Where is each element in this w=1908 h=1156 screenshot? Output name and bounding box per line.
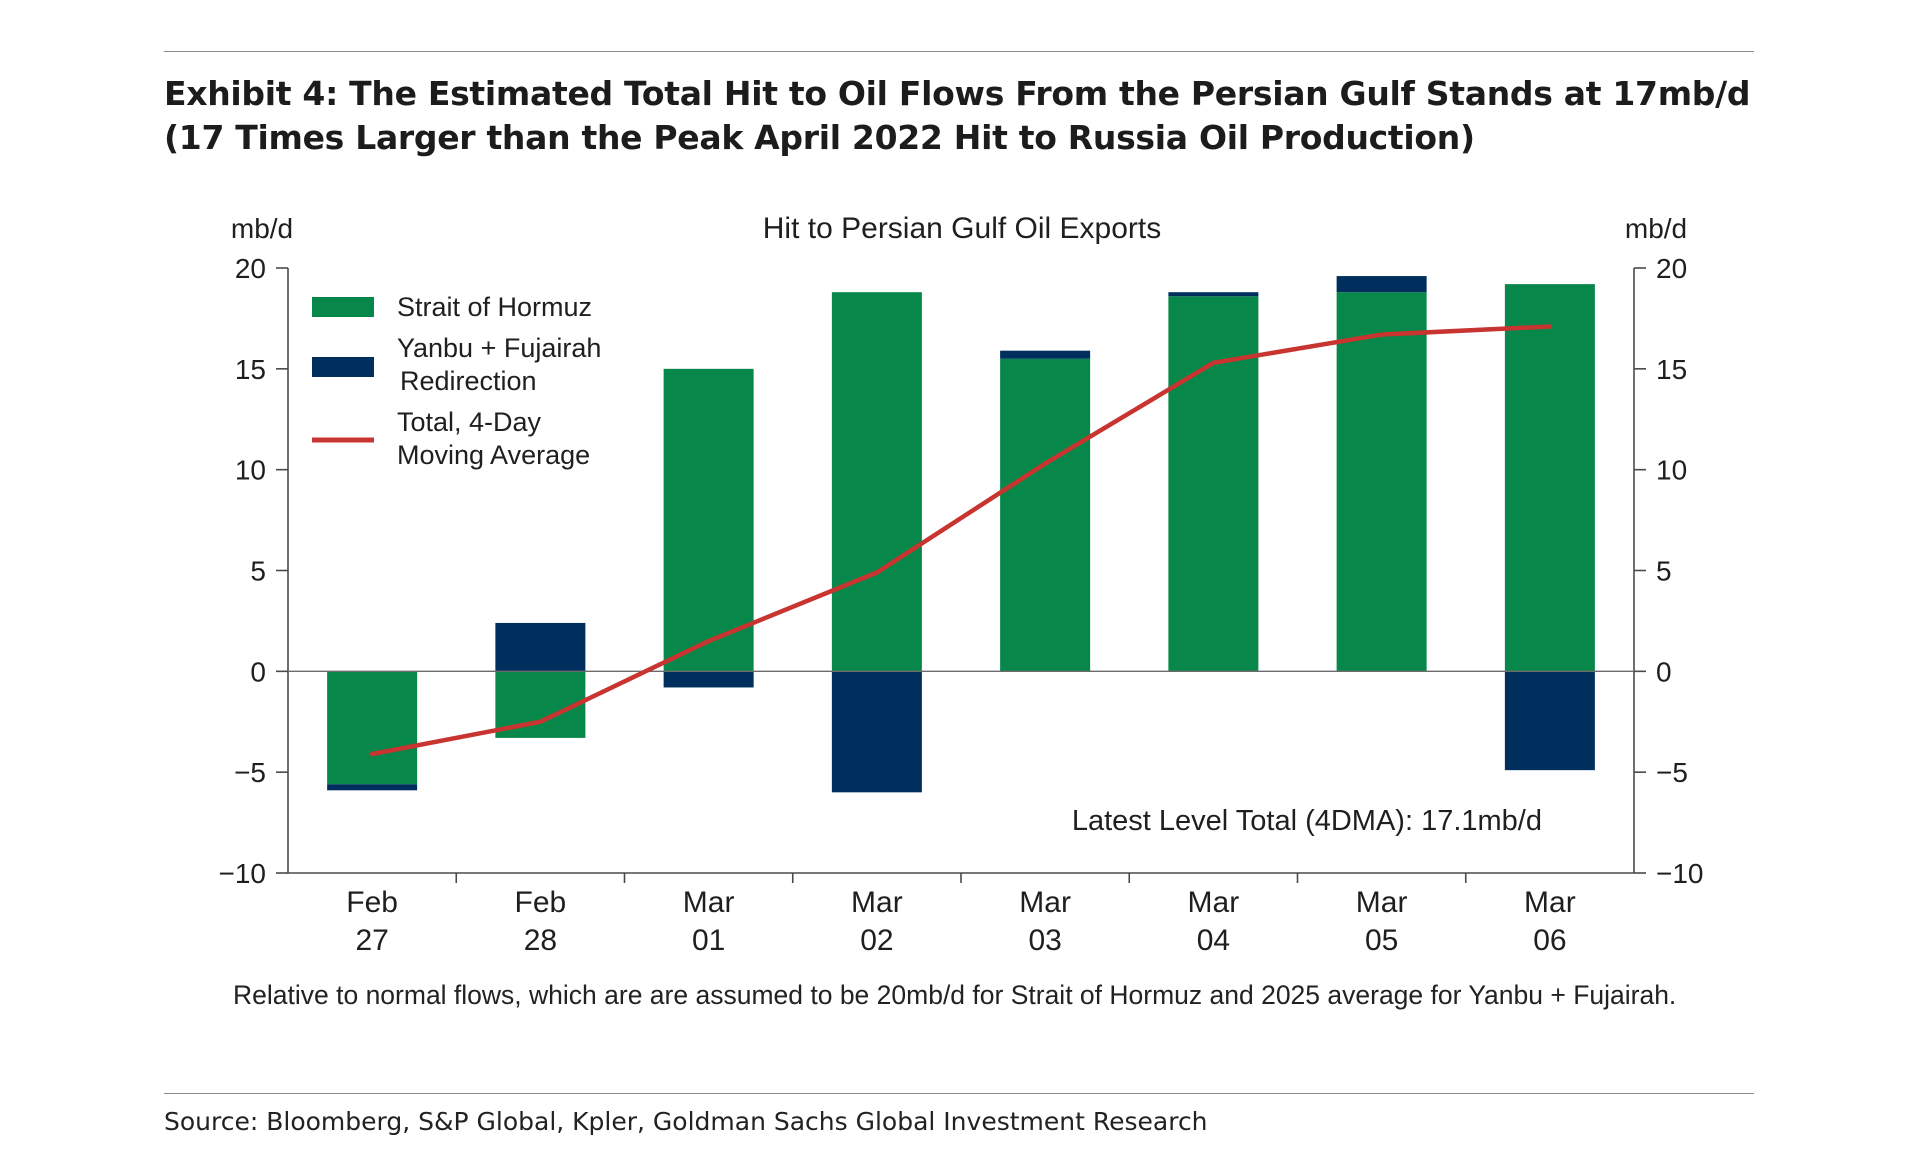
left-tick-label: 15 <box>235 354 266 385</box>
hormuz-bar <box>1000 358 1091 672</box>
legend-swatch-hormuz <box>312 297 374 317</box>
right-tick-label: −10 <box>1656 858 1704 889</box>
right-tick-label: 20 <box>1656 253 1687 284</box>
x-tick-label-month: Feb <box>515 886 567 919</box>
right-tick-label: 0 <box>1656 656 1672 687</box>
hormuz-bar <box>1336 292 1427 672</box>
right-tick-label: −5 <box>1656 757 1688 788</box>
chart-note: Relative to normal flows, which are are … <box>233 980 1677 1010</box>
yanbu-fujairah-bar <box>831 671 922 793</box>
left-tick-label: 0 <box>250 656 266 687</box>
legend-label-moving-average: Moving Average <box>397 440 590 470</box>
x-tick-label-month: Mar <box>1188 886 1240 919</box>
legend-label-hormuz: Strait of Hormuz <box>397 292 592 322</box>
x-tick-label-month: Feb <box>346 886 398 919</box>
hormuz-bar <box>1504 284 1595 672</box>
moving-average-line <box>369 324 1553 757</box>
yanbu-fujairah-bar <box>1504 671 1595 771</box>
right-axis-unit: mb/d <box>1625 213 1687 244</box>
hormuz-bar <box>663 368 754 672</box>
x-tick-label-day: 02 <box>860 924 893 957</box>
hormuz-bar <box>327 671 418 785</box>
left-tick-label: 20 <box>235 253 266 284</box>
left-tick-label: −5 <box>234 757 266 788</box>
latest-level-annotation: Latest Level Total (4DMA): 17.1mb/d <box>1072 805 1542 837</box>
left-tick-label: 5 <box>250 556 266 587</box>
x-tick-label-month: Mar <box>1356 886 1408 919</box>
hormuz-bar <box>1168 296 1259 672</box>
top-rule <box>164 51 1754 52</box>
legend-label-yanbu-fujairah: Redirection <box>400 366 537 396</box>
x-tick-label-month: Mar <box>683 886 735 919</box>
plot-area: 20 20 15 15 10 10 5 5 0 0 −5 −5 −10 −10 Feb 27 Feb 28 Mar 0… <box>219 253 1704 957</box>
x-tick-label-day: 01 <box>692 924 725 957</box>
yanbu-fujairah-bar <box>327 784 418 791</box>
legend: Strait of Hormuz Yanbu + FujairahRedirect… <box>312 292 601 470</box>
x-tick-label-day: 04 <box>1197 924 1230 957</box>
yanbu-fujairah-bar <box>495 622 586 672</box>
x-tick-label-month: Mar <box>1524 886 1576 919</box>
yanbu-fujairah-bar <box>1168 292 1259 297</box>
x-tick-label-month: Mar <box>851 886 903 919</box>
x-tick-label-day: 28 <box>524 924 557 957</box>
bottom-rule <box>164 1093 1754 1094</box>
source-text: Source: Bloomberg, S&P Global, Kpler, Go… <box>164 1107 1208 1136</box>
yanbu-fujairah-bar <box>1336 276 1427 293</box>
right-tick-label: 5 <box>1656 556 1672 587</box>
exhibit-title: Exhibit 4: The Estimated Total Hit to Oi… <box>164 74 1751 157</box>
yanbu-fujairah-bar <box>663 671 754 688</box>
hormuz-bar <box>831 292 922 672</box>
left-tick-label: −10 <box>219 858 267 889</box>
right-tick-label: 10 <box>1656 455 1687 486</box>
x-tick-label-day: 03 <box>1028 924 1061 957</box>
left-tick-label: 10 <box>235 455 266 486</box>
legend-swatch-yanbu-fujairah <box>312 357 374 377</box>
chart-title: Hit to Persian Gulf Oil Exports <box>763 212 1161 245</box>
x-tick-label-day: 06 <box>1533 924 1566 957</box>
left-axis-unit: mb/d <box>231 213 293 244</box>
legend-label-moving-average: Total, 4-Day <box>397 407 542 437</box>
x-tick-label-month: Mar <box>1019 886 1071 919</box>
x-tick-label-day: 27 <box>355 924 388 957</box>
yanbu-fujairah-bar <box>1000 350 1091 359</box>
x-tick-label-day: 05 <box>1365 924 1398 957</box>
right-tick-label: 15 <box>1656 354 1687 385</box>
legend-label-yanbu-fujairah: Yanbu + Fujairah <box>397 333 601 363</box>
